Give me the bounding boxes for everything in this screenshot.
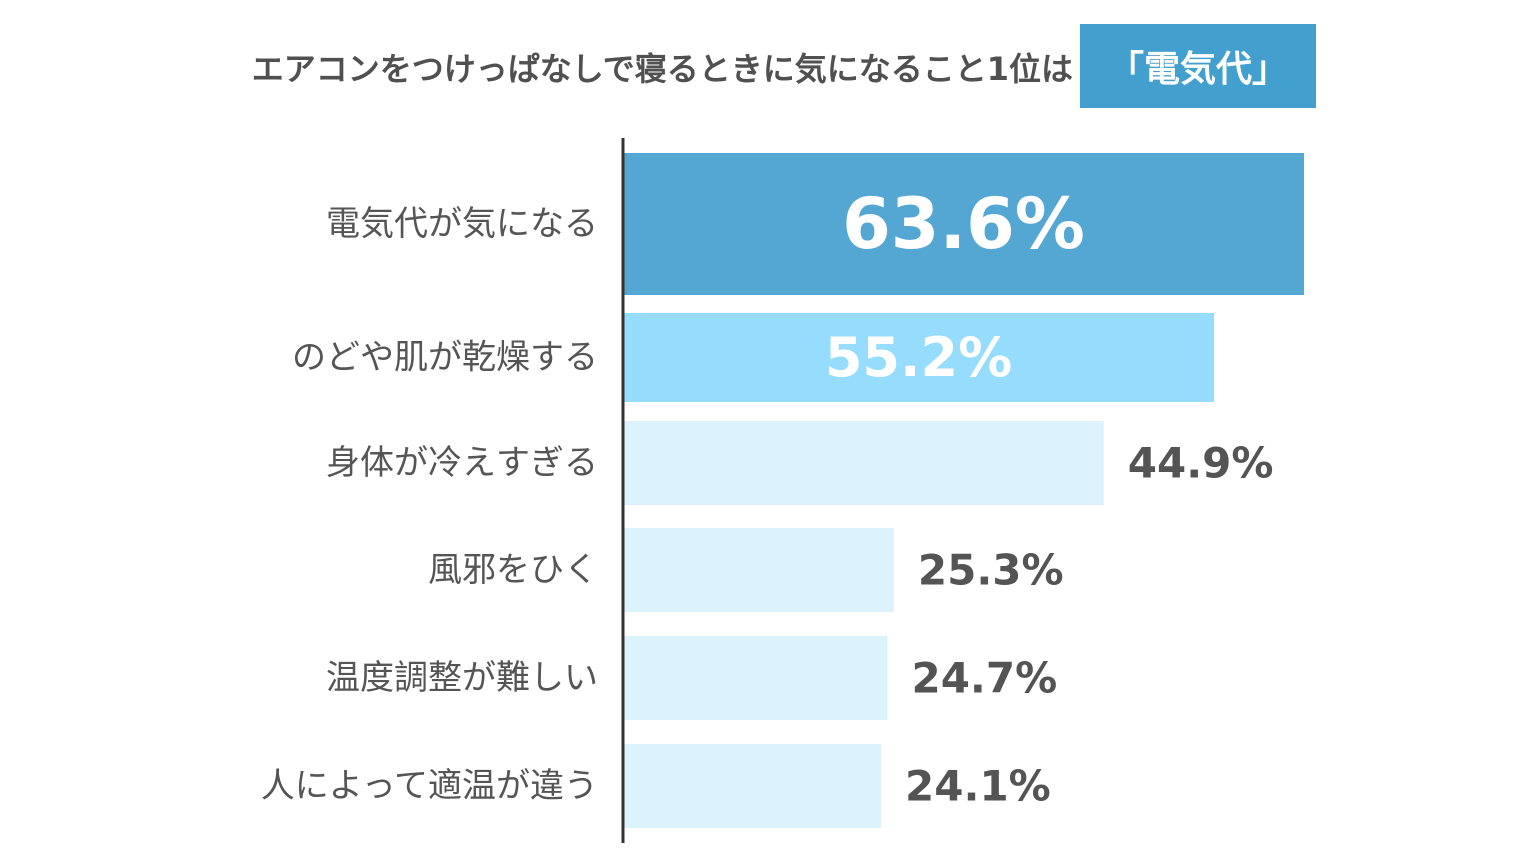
category-label-5: 温度調整が難しい	[326, 658, 598, 698]
value-label-4: 25.3%	[918, 546, 1064, 595]
bar-6	[623, 744, 882, 828]
category-label-4: 風邪をひく	[428, 550, 598, 590]
value-label-3: 44.9%	[1128, 439, 1274, 488]
category-label-1: 電気代が気になる	[326, 204, 598, 244]
bar-3	[623, 421, 1104, 505]
bar-1	[623, 153, 1304, 295]
value-label-1: 63.6%	[842, 183, 1085, 265]
category-label-3: 身体が冷えすぎる	[326, 443, 598, 483]
bar-4	[623, 528, 894, 612]
headline-text: エアコンをつけっぱなしで寝るときに気になること1位は	[251, 50, 1073, 88]
value-label-5: 24.7%	[911, 654, 1057, 703]
value-label-6: 24.1%	[905, 762, 1051, 811]
bar-5	[623, 636, 888, 720]
category-label-2: のどや肌が乾燥する	[292, 338, 598, 378]
value-label-2: 55.2%	[825, 326, 1012, 389]
category-label-6: 人によって適温が違う	[261, 766, 598, 806]
headline-badge: 「電気代」	[1080, 24, 1316, 108]
bar-2	[623, 313, 1215, 402]
headline: エアコンをつけっぱなしで寝るときに気になること1位は 「電気代」	[0, 24, 1521, 108]
